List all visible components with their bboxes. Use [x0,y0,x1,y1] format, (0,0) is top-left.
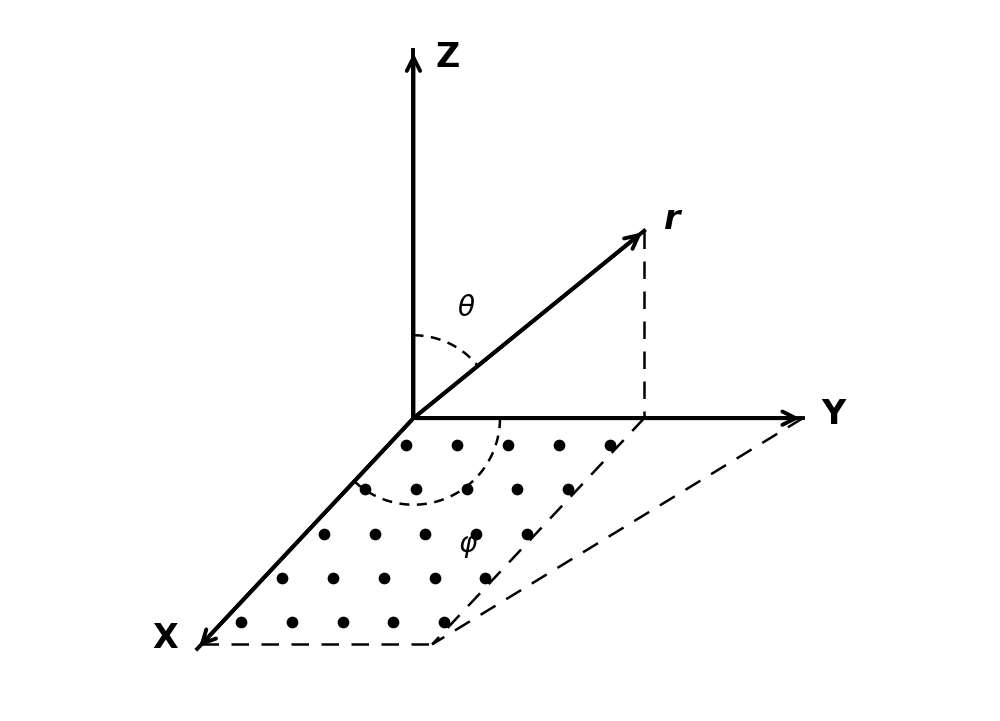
Text: Z: Z [435,41,459,74]
Point [551,440,567,451]
Point [602,440,618,451]
Point [560,484,576,495]
Point [398,440,414,451]
Point [427,572,443,583]
Point [316,528,332,539]
Point [459,484,475,495]
Text: X: X [152,622,178,655]
Point [449,440,465,451]
Point [274,572,290,583]
Point [233,616,249,627]
Point [509,484,525,495]
Point [335,616,351,627]
Point [367,528,383,539]
Point [477,572,493,583]
Point [417,528,433,539]
Point [325,572,341,583]
Point [357,484,373,495]
Text: θ: θ [458,293,475,322]
Text: Y: Y [821,398,845,431]
Point [500,440,516,451]
Text: r: r [664,203,681,236]
Text: φ: φ [459,530,477,558]
Point [284,616,300,627]
Point [385,616,401,627]
Point [408,484,424,495]
Point [376,572,392,583]
Point [519,528,535,539]
Point [436,616,452,627]
Point [468,528,484,539]
